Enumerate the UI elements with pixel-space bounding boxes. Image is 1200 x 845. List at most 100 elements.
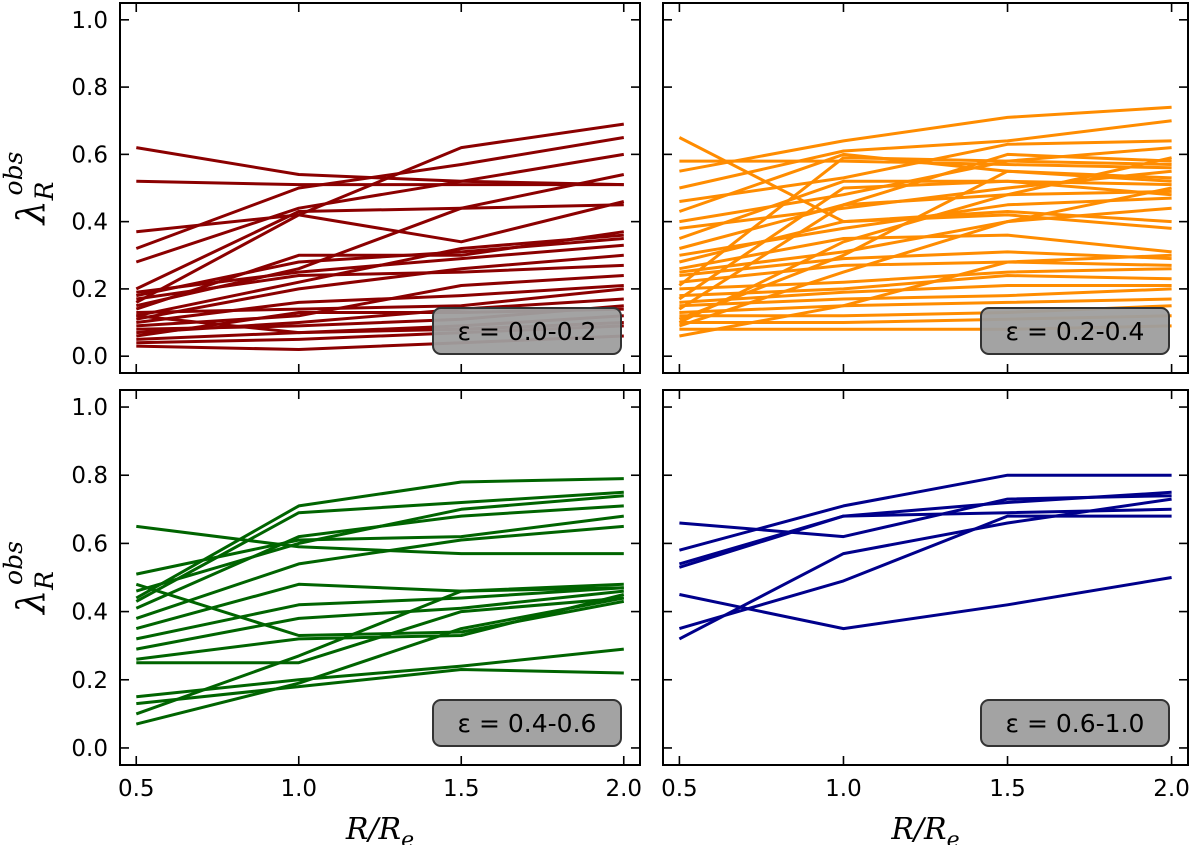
x-axis-label: R/Re	[345, 812, 414, 845]
x-tick-label: 0.5	[118, 776, 155, 802]
badge-box	[432, 307, 622, 355]
series-line-2	[135, 514, 624, 576]
series-line-3	[135, 582, 625, 637]
series-line-30	[678, 156, 1172, 287]
series-line-4	[679, 119, 1172, 190]
x-tick-label: 2.0	[1153, 776, 1190, 802]
axes-frame	[662, 2, 1189, 374]
series-line-15	[136, 668, 624, 706]
axes-frame	[662, 389, 1189, 766]
series-line-16	[679, 267, 1172, 291]
series-line-6	[135, 203, 624, 291]
series-line-7	[135, 504, 624, 610]
series-line-12	[136, 253, 624, 321]
x-tick-label: 2.0	[605, 776, 642, 802]
series-group	[678, 473, 1172, 641]
series-line-29	[678, 156, 1172, 324]
y-tick-label: 0.4	[71, 210, 108, 236]
series-line-13	[136, 596, 624, 665]
badge-box	[980, 307, 1170, 355]
series-line-15	[679, 260, 1172, 284]
y-tick-label: 0.8	[71, 75, 108, 101]
y-tick-label: 1.0	[71, 395, 108, 421]
series-line-11	[136, 243, 624, 294]
badge-box	[432, 699, 622, 747]
series-line-11	[136, 589, 624, 651]
ellipticity-badge: ε = 0.0-0.2	[432, 307, 622, 355]
series-line-5	[679, 139, 1172, 203]
badge-label: ε = 0.4-0.6	[458, 709, 597, 738]
series-line-31	[679, 206, 1172, 274]
series-group	[678, 105, 1172, 338]
series-line-14	[136, 647, 624, 699]
series-line-2	[136, 179, 624, 187]
x-tick-label: 1.0	[825, 776, 862, 802]
x-tick-label: 1.5	[989, 776, 1026, 802]
y-axis-label: λRobs	[0, 152, 59, 227]
y-tick-label: 0.6	[71, 531, 108, 557]
series-line-3	[678, 490, 1172, 566]
x-axis-label: R/Re	[890, 812, 959, 845]
series-line-25	[678, 186, 1172, 328]
series-line-9	[678, 179, 1172, 240]
series-line-10	[135, 586, 624, 641]
x-tick-label: 0.5	[661, 776, 698, 802]
badge-box	[980, 699, 1170, 747]
series-line-3	[136, 122, 625, 234]
y-tick-label: 0.0	[71, 344, 108, 370]
series-line-6	[135, 490, 624, 603]
series-line-17	[135, 596, 625, 726]
y-tick-label: 0.6	[71, 142, 108, 168]
y-tick-label: 1.0	[71, 8, 108, 34]
y-tick-label: 0.2	[71, 668, 108, 694]
series-line-15	[136, 284, 624, 324]
series-line-24	[135, 237, 624, 298]
series-line-5	[135, 477, 624, 600]
panel-top-right: ε = 0.2-0.4	[662, 2, 1189, 374]
series-group	[135, 477, 625, 726]
series-line-2	[679, 473, 1172, 552]
series-line-8	[679, 169, 1172, 230]
series-line-8	[135, 200, 625, 304]
panel-top-left: 0.0 0.2 0.4 0.6 0.8 1.0 λRobs ε = 0.0-0.2	[0, 2, 641, 374]
series-line-16	[135, 586, 624, 716]
x-tick-label: 1.5	[443, 776, 480, 802]
series-line-5	[679, 576, 1172, 631]
ellipticity-badge: ε = 0.4-0.6	[432, 699, 622, 747]
y-tick-label: 0.8	[71, 463, 108, 489]
ellipticity-badge: ε = 0.2-0.4	[980, 307, 1170, 355]
series-line-5	[135, 152, 625, 264]
series-line-24	[679, 253, 1172, 338]
badge-label: ε = 0.2-0.4	[1006, 317, 1145, 346]
axes-frame	[119, 389, 641, 766]
badge-label: ε = 0.0-0.2	[458, 317, 597, 346]
series-line-16	[136, 287, 624, 314]
series-line-1	[136, 146, 624, 187]
series-line-3	[679, 105, 1172, 173]
series-line-4	[135, 136, 625, 250]
series-line-14	[679, 250, 1172, 277]
series-line-17	[679, 274, 1172, 298]
series-line-6	[678, 514, 1172, 631]
series-line-18	[679, 284, 1172, 304]
series-line-10	[679, 189, 1172, 250]
series-line-7	[679, 146, 1172, 224]
series-line-6	[678, 152, 1172, 213]
series-line-14	[136, 274, 624, 328]
series-line-28	[678, 179, 1172, 301]
series-line-7	[678, 497, 1172, 641]
y-tick-label: 0.4	[71, 600, 108, 626]
series-line-1	[136, 524, 624, 556]
y-tick-label: 0.2	[71, 277, 108, 303]
panel-bottom-right: 0.5 1.0 1.5 2.0 R/Re ε = 0.6-1.0	[661, 389, 1190, 845]
series-line-8	[135, 524, 624, 620]
series-line-27	[678, 152, 1172, 311]
x-tick-label: 1.0	[280, 776, 317, 802]
series-line-20	[679, 297, 1172, 314]
y-axis-label: λRobs	[0, 541, 59, 616]
axes-frame	[119, 2, 641, 374]
panel-bottom-left: 0.5 1.0 1.5 2.0 0.0 0.2 0.4 0.6 0.8 1.0 λRobs R/Re ε…	[0, 389, 642, 845]
ellipticity-badge: ε = 0.6-1.0	[980, 699, 1170, 747]
series-line-13	[136, 263, 624, 301]
